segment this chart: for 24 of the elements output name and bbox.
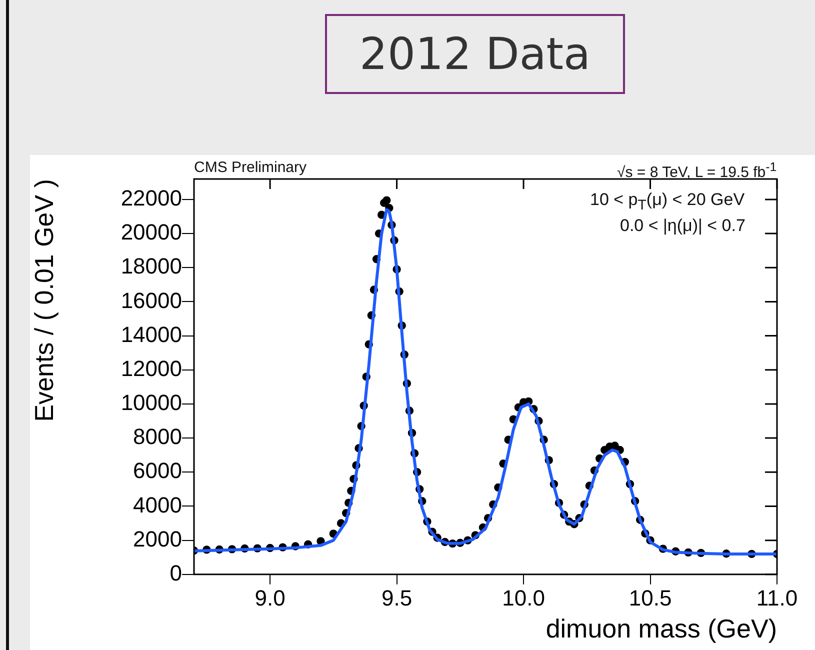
y-tick-label: 16000 [120, 288, 182, 313]
x-tick-label: 10.0 [502, 586, 545, 611]
y-tick-label: 14000 [120, 322, 182, 347]
y-tick-label: 12000 [120, 356, 182, 381]
x-tick-label: 10.5 [628, 586, 672, 611]
annotation: 10 < p$_{T}$(μ) < 20 GeV [590, 190, 745, 214]
y-tick-label: 10000 [120, 390, 182, 416]
y-tick-label: 20000 [120, 220, 182, 245]
y-axis-title: Events / ( 0.01 GeV ) [28, 179, 59, 422]
y-tick-label: 18000 [120, 254, 182, 279]
x-tick-label: 9.5 [381, 586, 412, 611]
y-tick-label: 6000 [133, 458, 182, 484]
chart-title: 2012 Data [325, 14, 625, 94]
y-tick-label: 22000 [120, 186, 182, 211]
x-axis-title: dimuon mass (GeV) [546, 614, 777, 644]
y-tick-label: 8000 [133, 424, 182, 450]
y-tick-label: 4000 [133, 492, 182, 518]
y-tick-label: 2000 [133, 526, 182, 552]
text: CMS Preliminary [194, 159, 307, 177]
x-tick-label: 9.0 [254, 586, 286, 611]
x-tick-label: 11.0 [756, 586, 798, 611]
annotation: 0.0 < |η(μ)| < 0.7 [620, 216, 746, 235]
y-tick-label: 0 [170, 560, 182, 586]
annotation: √s = 8 TeV, L = 19.5 fb$^{-1}$ [617, 159, 777, 182]
